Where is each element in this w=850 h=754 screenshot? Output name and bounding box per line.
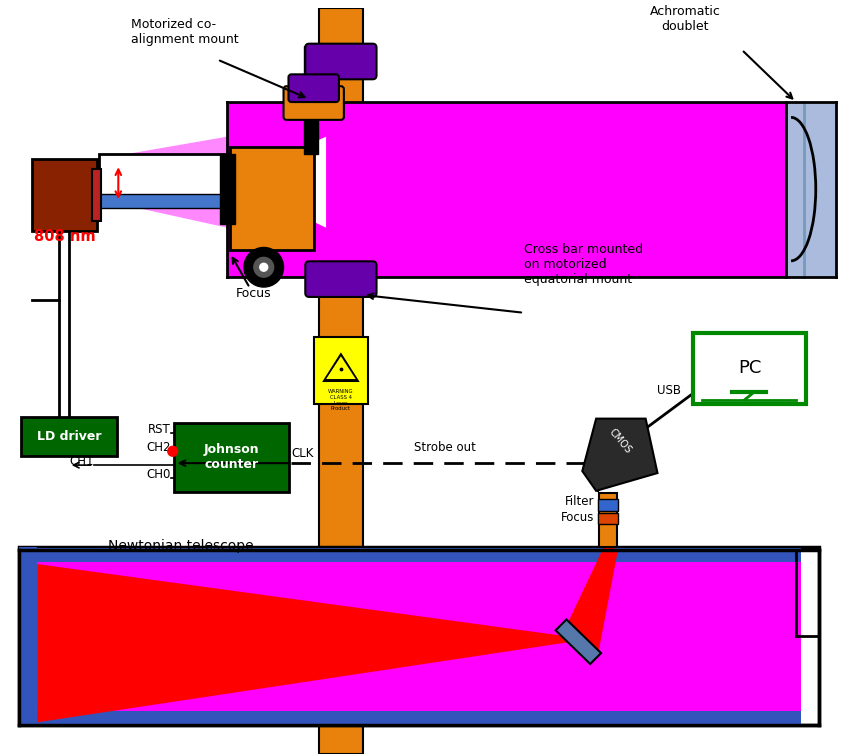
Text: CH1: CH1 bbox=[69, 455, 94, 468]
Bar bbox=[314, 336, 367, 404]
Polygon shape bbox=[556, 620, 601, 664]
FancyBboxPatch shape bbox=[305, 44, 377, 79]
Text: Johnson
counter: Johnson counter bbox=[203, 443, 259, 471]
Polygon shape bbox=[322, 352, 360, 382]
Text: CH2: CH2 bbox=[146, 441, 171, 454]
FancyBboxPatch shape bbox=[288, 75, 339, 102]
Circle shape bbox=[260, 263, 268, 271]
Text: Focus: Focus bbox=[561, 510, 594, 523]
Text: Newtonian telescope: Newtonian telescope bbox=[108, 539, 253, 553]
Bar bbox=[20, 547, 37, 725]
Text: PC: PC bbox=[738, 359, 762, 377]
Bar bbox=[599, 493, 617, 547]
Circle shape bbox=[167, 446, 178, 456]
Polygon shape bbox=[569, 544, 618, 654]
Bar bbox=[92, 170, 101, 221]
Text: WARNING
CLASS 4
Laser
Product: WARNING CLASS 4 Laser Product bbox=[328, 389, 354, 412]
Polygon shape bbox=[582, 418, 658, 491]
Circle shape bbox=[254, 257, 274, 277]
FancyBboxPatch shape bbox=[305, 262, 377, 297]
Bar bbox=[598, 498, 618, 510]
FancyBboxPatch shape bbox=[693, 333, 806, 404]
Bar bbox=[20, 548, 801, 562]
Bar bbox=[786, 102, 836, 277]
Bar bbox=[304, 46, 318, 155]
Bar bbox=[319, 8, 363, 754]
Text: USB: USB bbox=[657, 384, 682, 397]
Polygon shape bbox=[101, 136, 227, 228]
Text: RST: RST bbox=[148, 424, 171, 437]
Polygon shape bbox=[227, 136, 326, 228]
Text: Filter: Filter bbox=[564, 495, 594, 507]
Circle shape bbox=[244, 247, 284, 287]
Bar bbox=[20, 547, 819, 725]
FancyBboxPatch shape bbox=[284, 86, 344, 120]
Bar bbox=[227, 102, 836, 277]
Polygon shape bbox=[37, 564, 588, 722]
FancyBboxPatch shape bbox=[173, 422, 290, 492]
Text: Achromatic
doublet: Achromatic doublet bbox=[649, 5, 721, 33]
Text: 808 nm: 808 nm bbox=[34, 228, 96, 244]
Text: LD driver: LD driver bbox=[37, 430, 101, 443]
Bar bbox=[598, 513, 618, 525]
FancyBboxPatch shape bbox=[21, 417, 117, 456]
Bar bbox=[34, 554, 801, 719]
Bar bbox=[32, 159, 97, 231]
Text: CMOS: CMOS bbox=[607, 427, 633, 455]
Bar bbox=[220, 155, 235, 224]
Text: Strobe out: Strobe out bbox=[414, 441, 476, 454]
Polygon shape bbox=[326, 357, 356, 379]
Text: Motorized co-
alignment mount: Motorized co- alignment mount bbox=[131, 17, 239, 46]
Text: Cross bar mounted
on motorized
equatorial mount: Cross bar mounted on motorized equatoria… bbox=[524, 243, 643, 286]
Text: Focus: Focus bbox=[236, 287, 272, 300]
Text: CLK: CLK bbox=[292, 447, 314, 460]
Bar bbox=[20, 712, 801, 725]
Bar bbox=[230, 146, 314, 250]
Bar bbox=[99, 155, 227, 206]
Polygon shape bbox=[227, 102, 836, 277]
Bar bbox=[99, 194, 227, 208]
Text: CH0: CH0 bbox=[146, 468, 171, 481]
